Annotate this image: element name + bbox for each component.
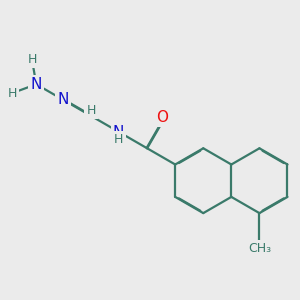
Text: CH₃: CH₃ — [248, 242, 271, 255]
Text: N: N — [113, 124, 124, 140]
Text: O: O — [156, 110, 168, 125]
Text: N: N — [57, 92, 69, 107]
Text: H: H — [8, 86, 17, 100]
Text: H: H — [86, 103, 96, 116]
Text: H: H — [27, 53, 37, 66]
Text: N: N — [31, 77, 42, 92]
Text: H: H — [114, 133, 123, 146]
